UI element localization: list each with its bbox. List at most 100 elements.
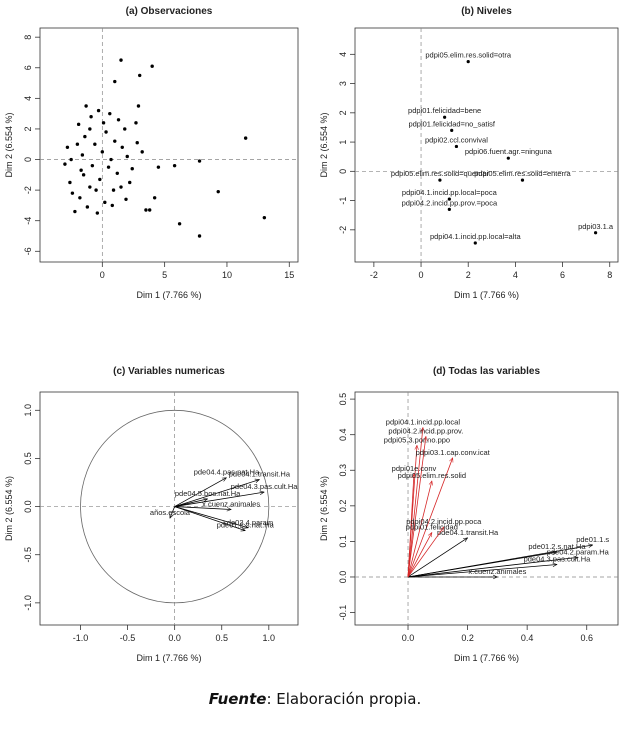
x-tick-label: 5 [162, 270, 167, 280]
y-tick-label: 0.2 [338, 500, 348, 513]
arrow [407, 538, 468, 578]
y-tick-label: 2 [23, 126, 33, 131]
panel: (c) Variables numericas Dim 1 (7.766 %) Di… [4, 366, 299, 663]
x-tick-label: 1.0 [263, 633, 276, 643]
point [79, 168, 83, 172]
panel: (d) Todas las variables Dim 1 (7.766 %) Di… [319, 366, 619, 663]
y-tick-label: -1.0 [23, 595, 33, 611]
y-tick-label: -1 [338, 197, 348, 205]
point [69, 157, 73, 162]
arrow-label: pde01.2.s.nat.Ha [528, 542, 586, 551]
arrow-label: pdpi01.felicidad [406, 523, 458, 532]
y-tick-label: 1 [338, 140, 348, 145]
arrow [407, 474, 414, 578]
arrow [407, 458, 453, 578]
arrow-label: pde04.4.pas.nat.Ha [194, 468, 260, 477]
arrow [407, 481, 432, 578]
point-label: pdpi06.fuent.agr.=ninguna [465, 147, 553, 156]
y-tick-label: 0.0 [338, 571, 348, 584]
point [111, 188, 116, 192]
plot-frame [354, 27, 619, 263]
point [443, 115, 447, 119]
caption-text: : Elaboración propia. [266, 690, 422, 708]
arrow [407, 527, 444, 578]
panel-title: (a) Observaciones [126, 6, 213, 17]
caption-label: Fuente [208, 690, 267, 708]
point [520, 178, 525, 182]
y-tick-label: 2 [338, 110, 348, 115]
point [197, 159, 202, 163]
point [85, 205, 90, 209]
arrow-label: x.cuenz.animales [202, 499, 260, 508]
point [506, 156, 510, 160]
x-tick-label: 8 [607, 270, 612, 280]
arrow-label: pde04.1.transit.Ha [437, 528, 499, 537]
arrow-label: pde04.1.transit.Ha [229, 470, 291, 479]
y-tick-label: 0 [23, 157, 33, 162]
y-tick-label: 6 [23, 65, 33, 70]
point [466, 60, 470, 64]
plot-area: pde04.1.transit.Ha pde01.1.spde01.2.s.nat… [355, 392, 618, 625]
x-tick-label: 0.0 [402, 633, 415, 643]
point [136, 104, 141, 108]
arrow [174, 506, 248, 528]
y-tick-label: -4 [23, 217, 33, 225]
y-tick-label: -0.1 [338, 605, 348, 621]
arrow-label: pde04.3.pas.cult.Ha [524, 555, 592, 564]
x-tick-label: 0.0 [168, 633, 181, 643]
x-tick-label: 0.4 [521, 633, 534, 643]
y-tick-label: 4 [23, 96, 33, 101]
panel: (b) Niveles Dim 1 (7.766 %) Dim 2 (6.554 %… [319, 6, 619, 300]
plot-frame [39, 391, 299, 626]
y-tick-label: 0.5 [338, 393, 348, 406]
point-label: pdpi01.felicidad=no_satisf [408, 119, 495, 128]
arrow [407, 565, 557, 578]
plot-area: pde04.4.pas.nat.Hapde04.3.pas.cult.Hapde… [40, 392, 298, 625]
point [100, 150, 105, 154]
point [103, 200, 107, 205]
point [113, 79, 117, 84]
arrow-label: pdpi04.2.incid.pp.poca [406, 517, 482, 526]
arrow-label: años.escola [150, 508, 191, 517]
y-tick-label: 0.3 [338, 464, 348, 477]
point [63, 162, 67, 166]
point [88, 127, 92, 131]
point [113, 139, 117, 143]
x-tick-label: 0 [419, 270, 424, 280]
y-tick-label: 3 [338, 81, 348, 86]
arrow [407, 533, 433, 578]
x-tick-label: 0 [100, 270, 105, 280]
point [101, 121, 106, 125]
y-axis-label: Dim 2 (6.554 %) [319, 476, 329, 541]
point [75, 142, 80, 146]
point [65, 145, 70, 149]
point [84, 104, 88, 108]
point [156, 165, 161, 169]
y-axis-label: Dim 2 (6.554 %) [319, 112, 329, 177]
arrow-label: pdpi05.elim.res.solid [398, 471, 466, 480]
x-tick-label: 6 [560, 270, 565, 280]
point [104, 130, 108, 134]
point [70, 191, 75, 195]
y-tick-label: 0.4 [338, 428, 348, 441]
point [216, 189, 220, 194]
x-axis-label: Dim 1 (7.766 %) [136, 653, 201, 663]
point [147, 208, 152, 212]
point [262, 215, 267, 220]
point-label: pdpi01.felicidad=bene [408, 106, 481, 115]
arrow-label: pde04.2.param.Ha [547, 547, 610, 556]
arrow-label: pdpi03.1.cap.conv.icat [416, 448, 491, 457]
point [120, 145, 124, 149]
arrow [174, 477, 227, 507]
point [93, 142, 97, 146]
point [88, 185, 92, 189]
y-axis-label: Dim 2 (6.554 %) [4, 476, 14, 541]
x-tick-label: -2 [370, 270, 378, 280]
arrow-label: pde01.1.s [576, 535, 609, 544]
point [119, 58, 123, 62]
y-tick-label: 0.1 [338, 535, 348, 548]
point [106, 165, 111, 169]
x-tick-label: 0.2 [461, 633, 474, 643]
arrow [174, 506, 231, 510]
point [96, 108, 101, 113]
